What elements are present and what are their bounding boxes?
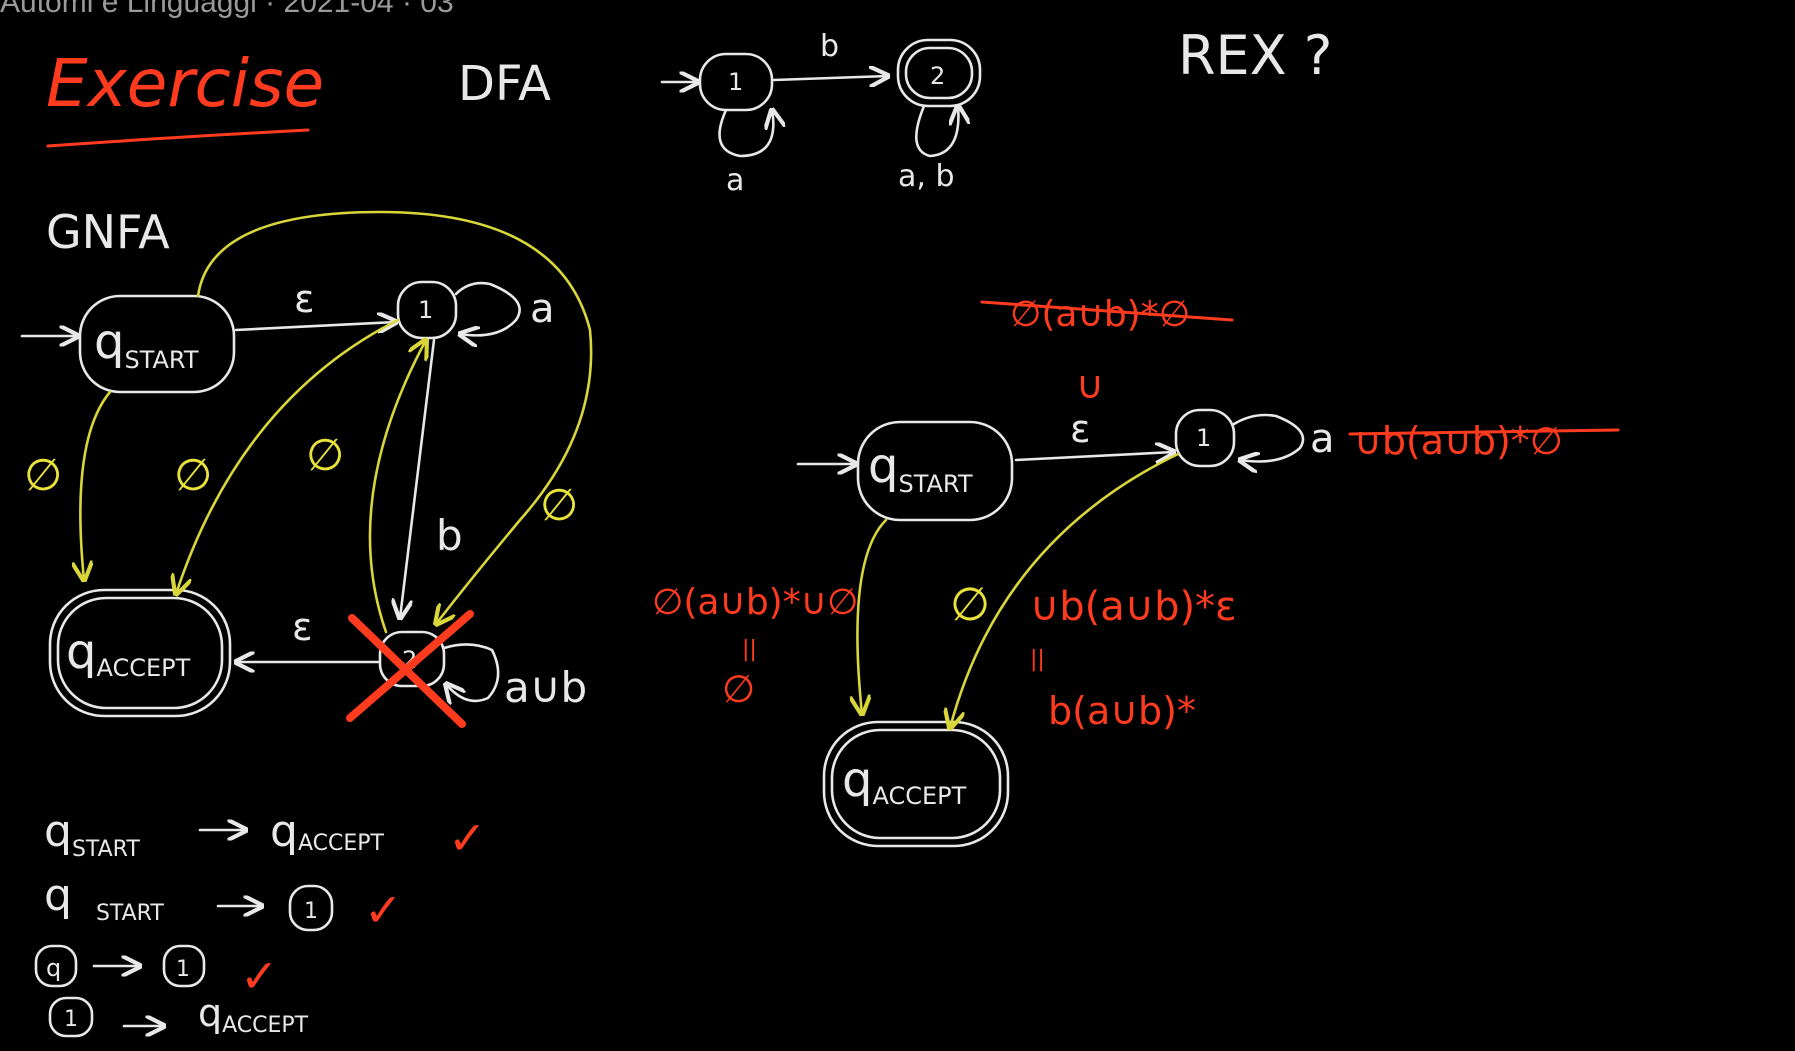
dfa-loop-1-label: a — [726, 163, 744, 198]
left-edge-1-2 — [400, 338, 436, 618]
exercise-underline — [46, 128, 310, 148]
delete-state-2-mark — [346, 610, 474, 728]
step-3: q 1 ✓ — [34, 944, 279, 1003]
dfa-diagram: 1 b 2 a a, b — [660, 29, 982, 198]
right-red-left-result: ∅ — [722, 667, 755, 711]
left-start-state — [78, 294, 236, 394]
step-2: q START 1 ✓ — [44, 870, 403, 937]
left-edge-start-1 — [234, 322, 396, 330]
left-accept-label: qACCEPT — [66, 624, 191, 682]
left-loop-1-label: a — [530, 286, 555, 332]
left-loop-2 — [444, 643, 500, 700]
right-state-1-label: 1 — [1196, 424, 1211, 452]
step-4: 1 qACCEPT — [48, 991, 309, 1038]
right-red-right-equals: || — [1030, 647, 1045, 672]
gnfa-right-diagram: ∅(a∪b)*∅ ∪ qSTART ε 1 a ∪b(a∪b)*∅ qACCEP… — [652, 294, 1620, 848]
step-1: qSTART qACCEPT ✓ — [44, 806, 487, 865]
svg-text:qACCEPT: qACCEPT — [270, 806, 384, 857]
dfa-loop-2-label: a, b — [898, 159, 955, 194]
right-start-state — [856, 420, 1014, 522]
dfa-state-2-label: 2 — [930, 62, 945, 90]
right-struck-loop: ∪b(a∪b)*∅ — [1354, 419, 1563, 463]
left-accept-state — [48, 588, 232, 718]
left-phi-1-accept: ∅ — [174, 450, 212, 501]
dfa-label: DFA — [458, 56, 551, 112]
svg-text:qSTART: qSTART — [44, 870, 164, 926]
exercise-heading: Exercise — [46, 45, 324, 122]
gnfa-label: GNFA — [46, 205, 170, 259]
svg-text:qACCEPT: qACCEPT — [198, 991, 309, 1038]
left-edge-start-accept — [80, 390, 112, 580]
left-edge-eps: ε — [294, 277, 315, 321]
left-phi-start-2: ∅ — [540, 480, 578, 531]
right-accept-state — [822, 720, 1010, 848]
dfa-state-2 — [896, 38, 982, 108]
right-red-left-equals: || — [742, 637, 757, 662]
left-state-2 — [378, 630, 446, 688]
right-loop-1-label: a — [1310, 416, 1335, 462]
left-edge-b: b — [436, 511, 463, 560]
step-2-check: ✓ — [364, 883, 403, 937]
dfa-loop-1 — [718, 110, 774, 158]
right-edge-1-accept — [950, 452, 1180, 728]
left-loop-2-label: a∪b — [504, 663, 587, 712]
left-edge-eps-2: ε — [292, 605, 313, 649]
dfa-state-1 — [698, 52, 774, 112]
left-edge-2-1 — [368, 340, 426, 634]
gnfa-left-diagram: qSTART 1 ε a b 2 a∪b qACCEPT ε ∅ ∅ ∅ — [20, 210, 593, 728]
right-edge-eps: ε — [1070, 407, 1091, 451]
right-red-left-expr: ∅(a∪b)*∪∅ — [652, 582, 858, 623]
svg-text:qSTART: qSTART — [44, 806, 140, 862]
right-loop-1 — [1232, 413, 1305, 462]
svg-text:1: 1 — [304, 899, 318, 924]
dfa-loop-2 — [914, 106, 958, 158]
right-state-1 — [1174, 408, 1236, 468]
dfa-state-1-label: 1 — [728, 68, 743, 96]
svg-text:1: 1 — [64, 1007, 78, 1032]
svg-text:q: q — [46, 954, 61, 982]
right-union-sign: ∪ — [1076, 363, 1104, 407]
left-phi-start-accept: ∅ — [24, 450, 62, 501]
right-phi-start-accept: ∅ — [950, 577, 990, 631]
rex-question: REX ? — [1178, 24, 1332, 87]
left-state-1-label: 1 — [418, 296, 433, 324]
svg-text:1: 1 — [176, 957, 190, 982]
right-edge-start-accept — [857, 518, 888, 714]
step-3-check: ✓ — [240, 949, 279, 1003]
left-loop-1 — [454, 281, 521, 335]
video-title: Automi e Linguaggi · 2021-04 · 03 — [0, 0, 454, 19]
right-edge-start-1 — [1014, 452, 1174, 460]
dfa-edge-b: b — [820, 29, 839, 64]
left-phi-2-1: ∅ — [306, 430, 344, 481]
right-red-right-result: b(a∪b)* — [1048, 689, 1196, 733]
steps-list: qSTART qACCEPT ✓ q START 1 ✓ q 1 ✓ 1 qACC… — [34, 806, 487, 1038]
right-red-right-expr: ∪b(a∪b)*ε — [1030, 584, 1237, 630]
step-1-check: ✓ — [448, 811, 487, 865]
left-edge-start-2 — [196, 210, 593, 624]
left-edge-1-accept — [176, 318, 400, 594]
right-accept-label: qACCEPT — [842, 752, 967, 810]
right-start-label: qSTART — [868, 438, 973, 498]
left-start-label: qSTART — [94, 314, 199, 374]
